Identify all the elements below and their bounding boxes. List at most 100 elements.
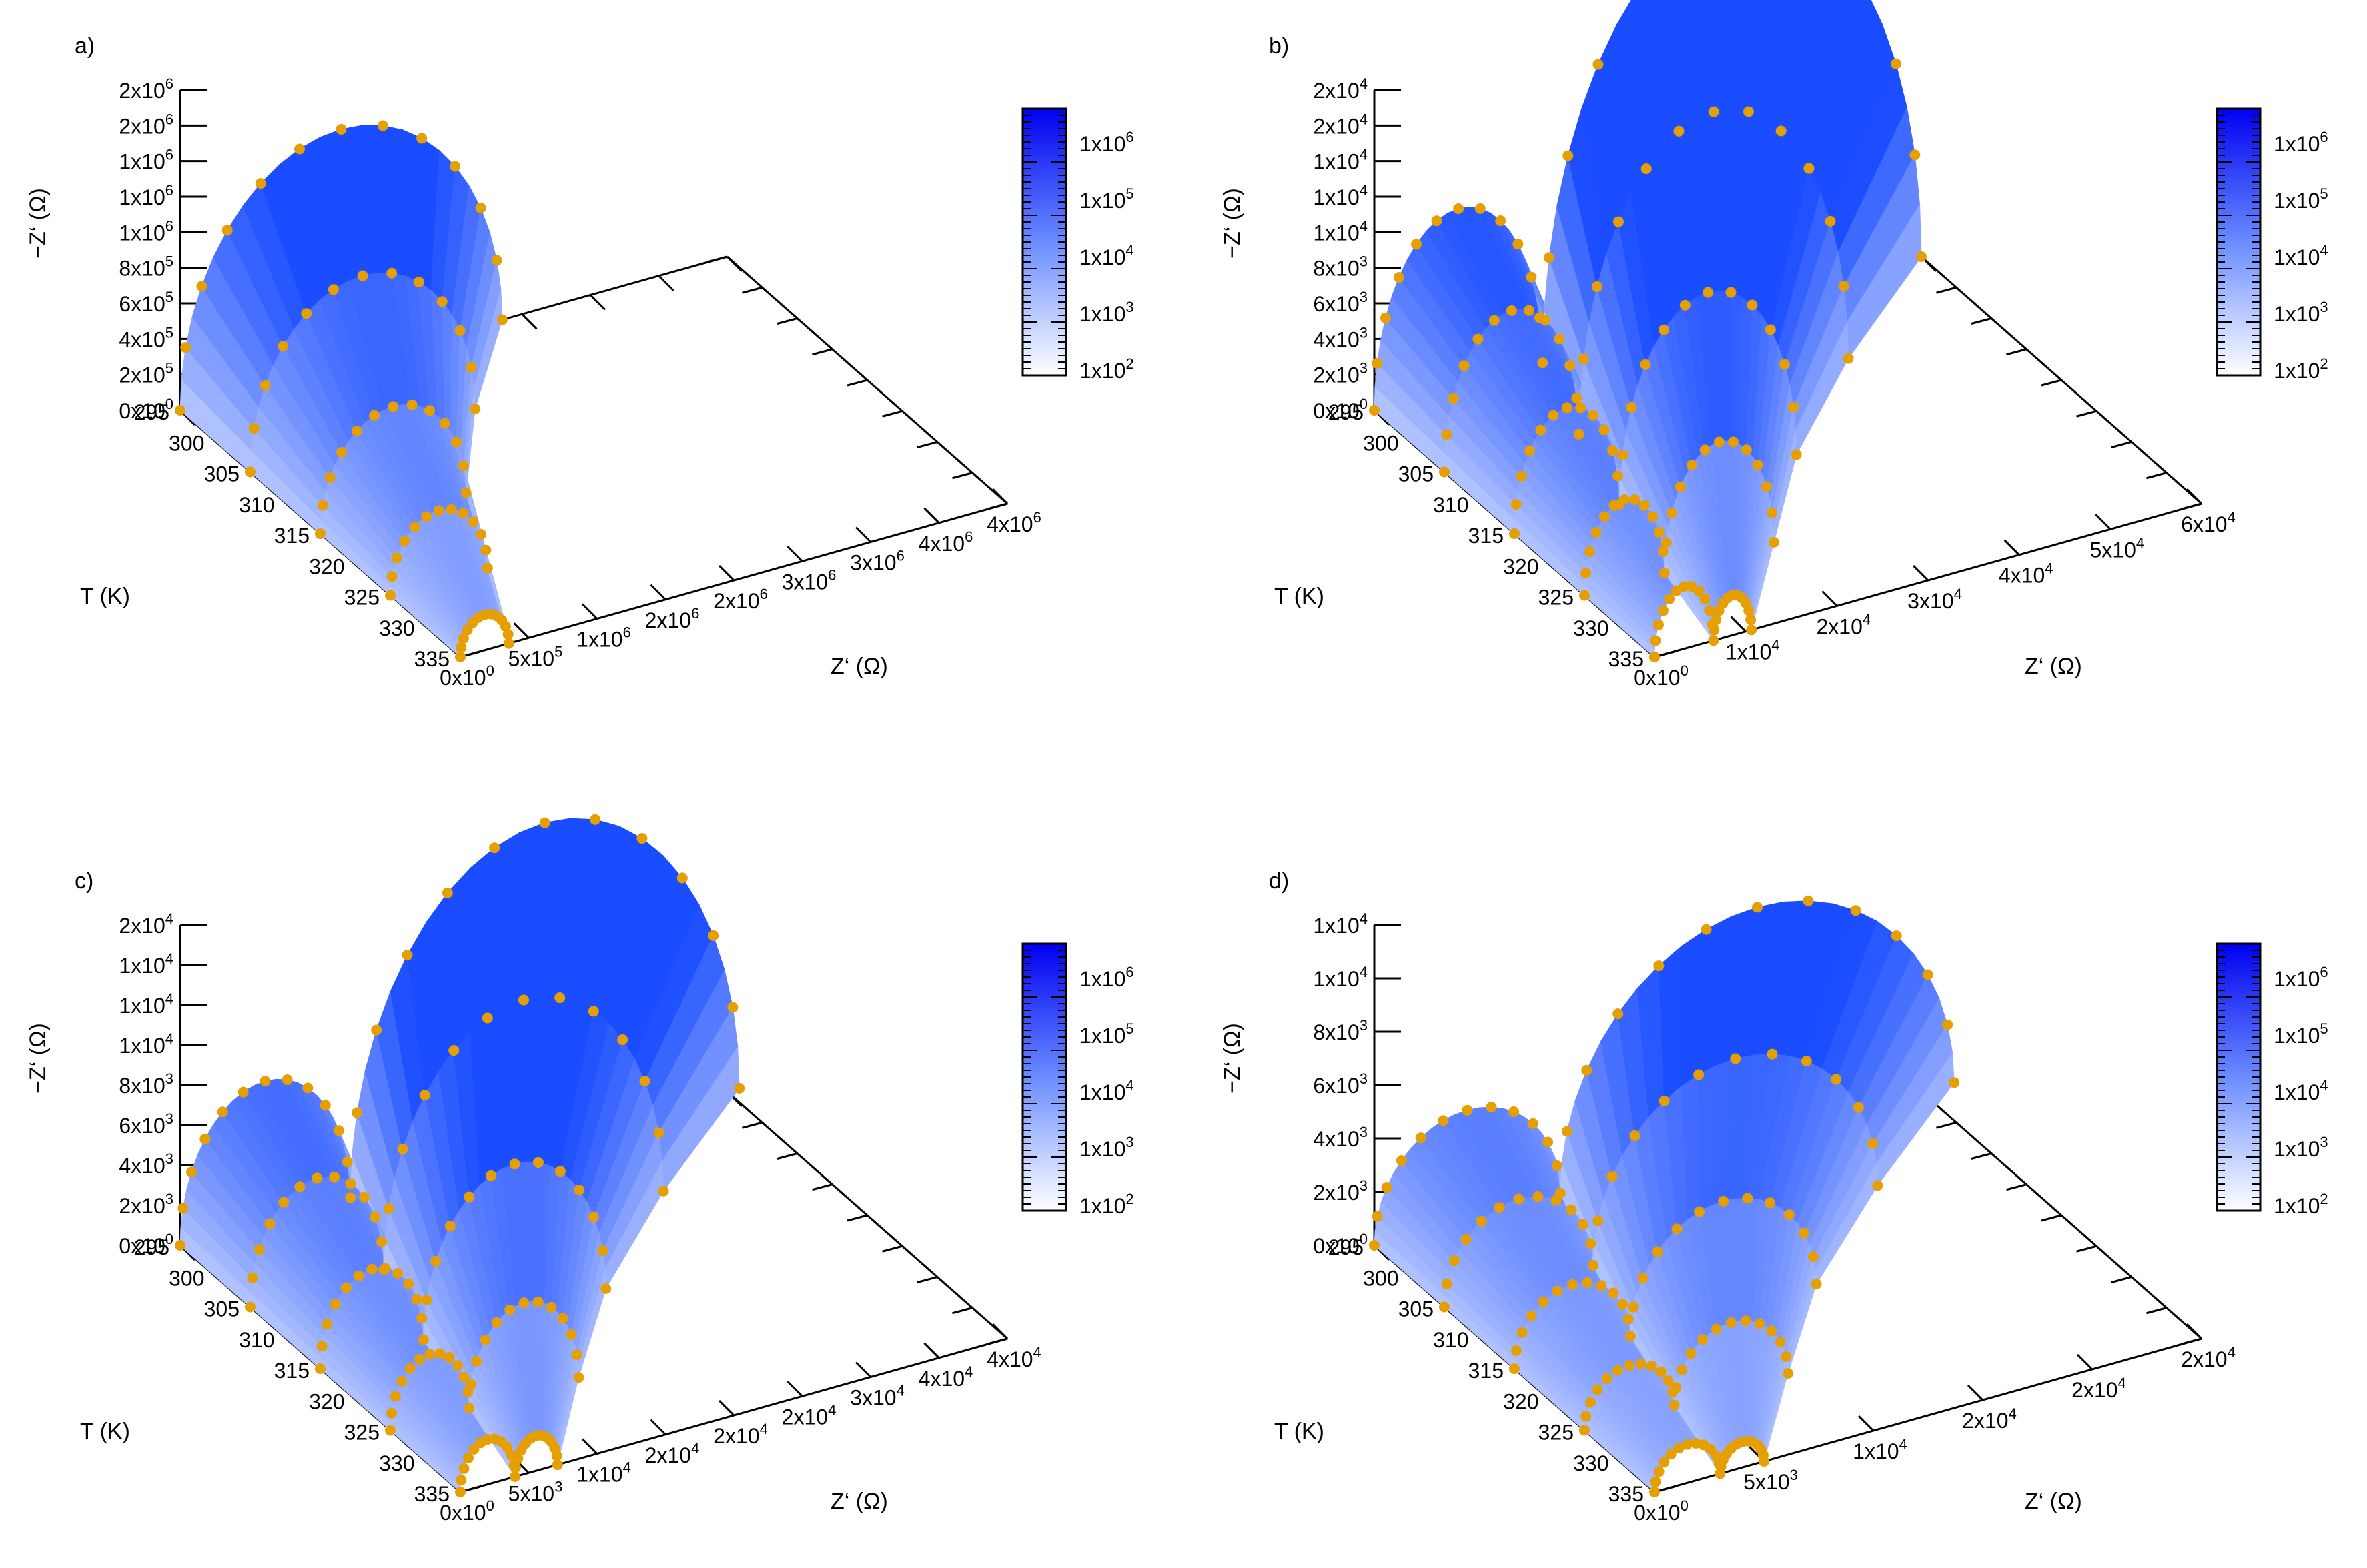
data-point	[255, 178, 266, 189]
panel-0: 0x1002x1054x1056x1058x1051x1061x1061x106…	[25, 33, 1134, 690]
x-tick-label-exp: 4	[2136, 534, 2144, 551]
z-tick-label-exp: 5	[165, 324, 173, 341]
data-point	[471, 1355, 482, 1367]
data-point	[1612, 1008, 1624, 1020]
z-tick-label-exp: 3	[1360, 289, 1368, 305]
z-tick-label: 2x104	[1313, 75, 1368, 103]
data-point	[1581, 1064, 1592, 1076]
data-point	[1561, 402, 1572, 414]
x-tick-label-exp: 4	[1899, 1436, 1907, 1453]
data-point	[416, 1313, 428, 1324]
data-point	[1527, 1118, 1538, 1129]
data-point	[175, 1240, 185, 1251]
data-point	[1508, 1106, 1520, 1118]
z-tick-label: 6x103	[119, 1110, 173, 1138]
data-point	[1612, 216, 1624, 227]
x-tick-label-base: 1x10	[576, 628, 622, 652]
data-point	[1949, 1077, 1960, 1088]
data-point	[370, 1211, 381, 1223]
x-tick-mark	[513, 622, 530, 639]
data-point	[1512, 239, 1524, 250]
x-tick-label-base: 3x10	[782, 570, 828, 594]
data-point	[386, 1407, 398, 1419]
data-point	[1711, 614, 1722, 626]
data-point	[1510, 499, 1522, 510]
z-tick-label-exp: 0	[1360, 1231, 1368, 1247]
z-tick-label: 6x105	[119, 289, 173, 316]
data-point	[1664, 593, 1675, 604]
data-point	[1524, 445, 1536, 456]
data-point	[221, 225, 233, 236]
colorbar-tick-label: 1x102	[1079, 1191, 1134, 1218]
t-tick-label: 295	[1328, 1235, 1364, 1259]
data-point	[1590, 527, 1602, 538]
data-point	[1488, 315, 1500, 326]
t-tick-mark-far	[2111, 441, 2132, 448]
x-tick-mark	[787, 1381, 803, 1397]
t-tick-label: 335	[414, 647, 450, 671]
z-tick-label: 1x106	[119, 217, 173, 245]
t-tick-mark-far	[1936, 286, 1957, 294]
data-point	[1825, 215, 1836, 227]
colorbar-tick-label-base: 1x10	[2274, 1137, 2320, 1161]
x-tick-label-exp: 4	[2009, 1405, 2017, 1422]
x-tick-label-exp: 4	[2228, 509, 2236, 526]
data-point	[386, 571, 398, 582]
x-tick-label: 1x104	[576, 1459, 631, 1487]
data-point	[1853, 1102, 1864, 1113]
data-point	[489, 842, 500, 854]
z-tick-label: 0x100	[119, 396, 173, 423]
data-point	[1916, 251, 1927, 262]
x-tick-label: 5x105	[508, 643, 563, 670]
data-point	[444, 1352, 455, 1363]
data-point	[1564, 360, 1576, 371]
data-point	[482, 1012, 493, 1024]
data-point	[510, 1462, 522, 1473]
data-point	[414, 1354, 425, 1365]
x-tick-label-exp: 6	[828, 566, 836, 583]
data-point	[1725, 287, 1737, 298]
z-tick-label: 2x106	[119, 75, 173, 103]
data-point	[442, 887, 453, 898]
data-point	[345, 1192, 356, 1203]
data-point	[1741, 444, 1752, 456]
data-point	[238, 1086, 249, 1098]
data-point	[1646, 1361, 1657, 1372]
data-point	[1747, 299, 1758, 311]
colorbar-tick-label-exp: 4	[1125, 1077, 1133, 1094]
x-tick-mark	[650, 584, 666, 600]
x-tick-mark-far	[521, 313, 538, 330]
data-point	[1415, 1132, 1426, 1144]
z-tick-label-base: 1x10	[119, 150, 165, 174]
data-point	[1592, 1384, 1603, 1395]
data-point	[245, 1301, 256, 1313]
z-tick-label: 2x105	[119, 360, 173, 387]
x-axis-label: Z‘ (Ω)	[2025, 654, 2082, 679]
z-tick-label: 8x103	[1313, 1017, 1368, 1044]
x-tick-label-exp: 3	[554, 1478, 562, 1495]
z-tick-label-base: 4x10	[1313, 327, 1359, 351]
t-tick-label: 320	[1503, 554, 1538, 578]
data-point	[1650, 635, 1661, 646]
x-tick-label: 1x104	[1853, 1436, 1907, 1463]
data-point	[302, 1082, 314, 1094]
z-tick-label-base: 1x10	[119, 185, 165, 209]
z-tick-label-exp: 3	[1360, 1017, 1368, 1034]
data-point	[1516, 1327, 1528, 1338]
x-tick-label-base: 0x10	[1634, 1501, 1680, 1525]
colorbar-tick-label: 1x104	[2274, 1077, 2328, 1104]
data-point	[1890, 58, 1901, 69]
impedance-surface	[1374, 0, 1922, 658]
z-tick-label-base: 0x10	[1313, 1234, 1359, 1258]
data-point	[496, 314, 508, 325]
t-tick-label: 325	[344, 586, 380, 610]
colorbar-tick-label: 1x105	[2274, 185, 2328, 213]
z-tick-label: 1x106	[119, 182, 173, 209]
data-point	[1830, 1074, 1841, 1085]
x-tick-label-exp: 4	[1954, 586, 1962, 602]
t-tick-label: 315	[274, 1359, 310, 1383]
z-tick-label-exp: 4	[165, 910, 173, 927]
colorbar-tick-label-exp: 4	[1125, 242, 1133, 259]
x-tick-mark	[855, 526, 872, 543]
